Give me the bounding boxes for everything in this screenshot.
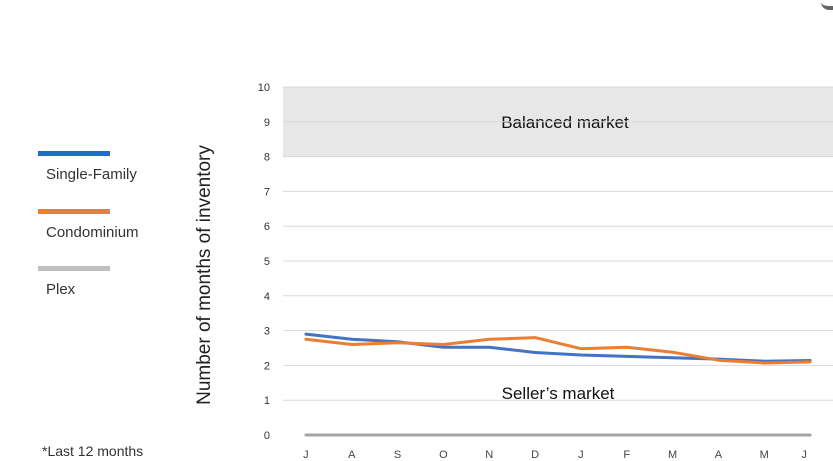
x-tick-label-1: A [348,449,356,461]
x-tick-label-9: A [715,449,723,461]
legend-label-condominium: Condominium [46,224,139,241]
y-tick-label-9: 9 [264,117,270,129]
legend-label-plex: Plex [46,281,76,298]
legend-label-single-family: Single-Family [46,166,137,183]
x-tick-label-5: D [531,449,539,461]
x-tick-label-2: S [394,449,401,461]
legend-swatch-plex [38,266,110,271]
x-tick-label-10: M [760,449,769,461]
y-tick-label-2: 2 [264,360,270,372]
legend-item-condominium: Condominium [38,209,139,241]
x-tick-label-0: J [303,449,309,461]
footnote: *Last 12 months [42,443,144,459]
y-tick-label-10: 10 [258,82,270,94]
y-tick-label-4: 4 [264,291,270,303]
x-tick-label-4: N [485,449,493,461]
y-tick-label-0: 0 [264,430,270,442]
legend-swatch-single-family [38,151,110,156]
y-axis-label: Number of months of inventory [194,145,215,405]
legend-swatch-condominium [38,209,110,214]
y-axis-ticks: 0 1 2 3 4 5 6 7 8 9 10 [258,82,270,442]
y-tick-label-1: 1 [264,395,270,407]
logo-fragment-icon [821,0,833,10]
y-tick-label-8: 8 [264,152,270,164]
series-line-condominium [304,336,812,365]
annotation-0: Seller’s market [502,384,615,403]
x-tick-label-7: F [623,449,630,461]
legend-item-single-family: Single-Family [38,151,137,183]
x-tick-label-3: O [439,449,448,461]
chart-gridlines [283,86,833,401]
chart-series [304,332,812,437]
y-tick-label-5: 5 [264,256,270,268]
series-line-single-family [304,332,812,363]
x-tick-label-6: J [578,449,584,461]
x-tick-label-8: M [668,449,677,461]
y-tick-label-7: 7 [264,186,270,198]
legend-item-plex: Plex [38,266,110,298]
y-tick-label-6: 6 [264,221,270,233]
y-tick-label-3: 3 [264,326,270,338]
x-tick-label-11: J [801,449,807,461]
chart-annotations: Seller’s market [502,384,615,403]
